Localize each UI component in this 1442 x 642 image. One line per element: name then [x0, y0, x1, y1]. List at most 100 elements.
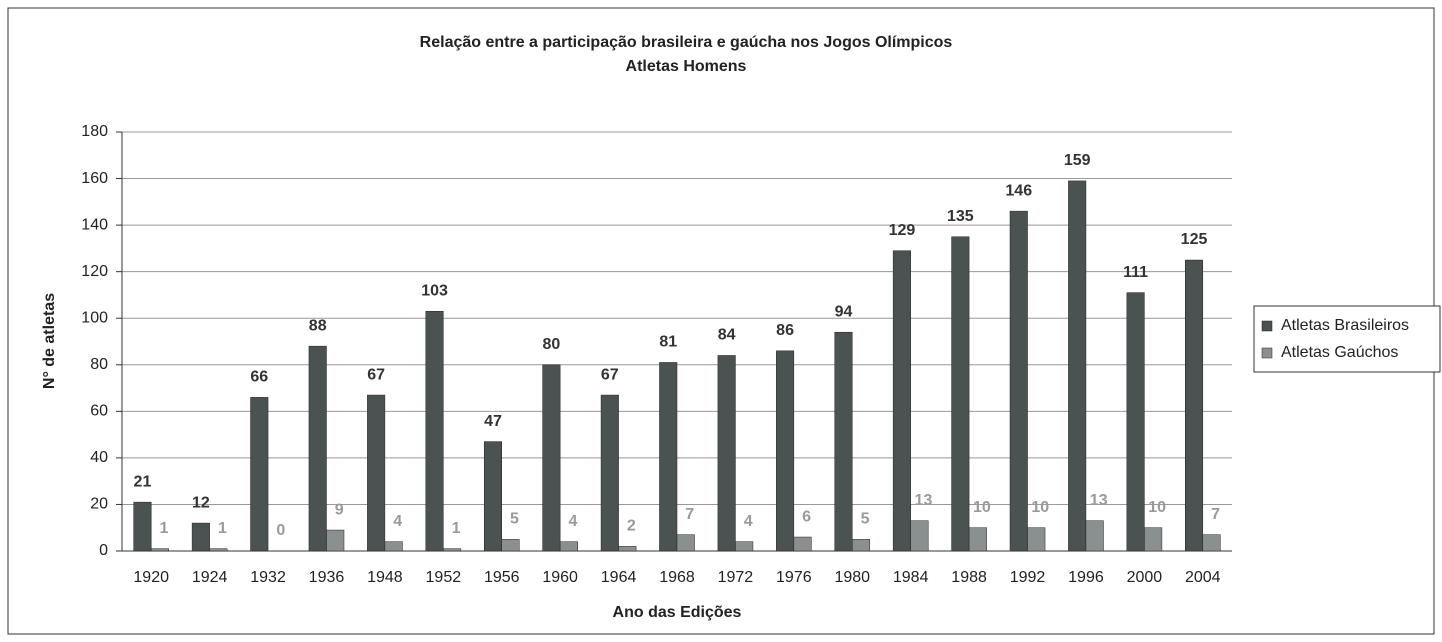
- data-label: 1: [452, 520, 461, 537]
- data-label: 7: [1211, 506, 1220, 523]
- y-tick-label: 80: [90, 356, 108, 373]
- bar: [852, 539, 871, 552]
- bar: [659, 362, 678, 552]
- bar: [1009, 210, 1028, 552]
- bar: [892, 250, 911, 552]
- data-label: 21: [134, 473, 152, 490]
- data-label: 66: [250, 369, 268, 386]
- bar: [1185, 259, 1204, 552]
- x-tick-label: 1932: [250, 569, 286, 586]
- legend-box: [1253, 305, 1441, 373]
- data-label: 4: [744, 513, 753, 530]
- x-tick-label: 1948: [367, 569, 403, 586]
- bar: [1085, 520, 1104, 552]
- bar: [250, 397, 269, 552]
- x-tick-label: 1972: [718, 569, 754, 586]
- bar: [968, 527, 987, 552]
- x-tick-label: 1960: [542, 569, 578, 586]
- data-label: 103: [421, 282, 448, 299]
- y-axis-label: N° de atletas: [41, 293, 58, 389]
- bar: [676, 534, 695, 552]
- data-label: 10: [973, 499, 991, 516]
- data-label: 67: [601, 366, 619, 383]
- bar: [600, 394, 619, 552]
- data-label: 159: [1064, 152, 1091, 169]
- x-tick-label: 1976: [776, 569, 812, 586]
- x-axis-label: Ano das Edições: [613, 604, 742, 621]
- data-label: 5: [861, 511, 870, 528]
- legend-swatch: [1261, 347, 1273, 359]
- bar: [735, 541, 754, 552]
- data-label: 12: [192, 494, 210, 511]
- bar: [1027, 527, 1046, 552]
- data-label: 129: [889, 222, 916, 239]
- bar: [1144, 527, 1163, 552]
- legend-label: Atletas Gaúchos: [1281, 344, 1398, 361]
- bar: [717, 355, 736, 552]
- data-label: 88: [309, 317, 327, 334]
- data-label: 13: [915, 492, 933, 509]
- x-tick-label: 1992: [1010, 569, 1046, 586]
- x-tick-label: 2000: [1127, 569, 1163, 586]
- y-tick-label: 160: [81, 170, 108, 187]
- bar: [1068, 180, 1087, 552]
- data-label: 135: [947, 208, 974, 225]
- x-tick-label: 1956: [484, 569, 520, 586]
- y-tick-label: 40: [90, 449, 108, 466]
- data-label: 2: [627, 518, 636, 535]
- data-label: 5: [510, 511, 519, 528]
- bar: [443, 548, 462, 552]
- bar: [425, 310, 444, 552]
- chart-title: Relação entre a participação brasileira …: [420, 34, 953, 51]
- y-tick-label: 120: [81, 263, 108, 280]
- x-tick-label: 1984: [893, 569, 929, 586]
- data-label: 47: [484, 413, 502, 430]
- bar: [951, 236, 970, 552]
- bar: [209, 548, 228, 552]
- bar: [133, 501, 152, 552]
- chart-subtitle: Atletas Homens: [626, 58, 747, 75]
- x-tick-label: 1920: [133, 569, 169, 586]
- y-tick-label: 180: [81, 123, 108, 140]
- data-label: 6: [802, 508, 811, 525]
- y-tick-label: 20: [90, 496, 108, 513]
- data-label: 125: [1181, 231, 1208, 248]
- y-tick-label: 100: [81, 309, 108, 326]
- bar: [384, 541, 403, 552]
- bar: [910, 520, 929, 552]
- data-label: 80: [542, 336, 560, 353]
- bar: [618, 546, 637, 552]
- data-label: 111: [1123, 264, 1148, 281]
- data-label: 4: [393, 513, 402, 530]
- data-label: 86: [776, 322, 794, 339]
- data-label: 94: [835, 303, 853, 320]
- data-label: 1: [160, 520, 169, 537]
- bar: [367, 394, 386, 552]
- x-tick-label: 1968: [659, 569, 695, 586]
- bar: [191, 522, 210, 552]
- x-tick-label: 1980: [834, 569, 870, 586]
- x-tick-label: 1964: [601, 569, 637, 586]
- bar: [834, 331, 853, 552]
- bar: [308, 345, 327, 552]
- data-label: 81: [659, 334, 677, 351]
- legend-label: Atletas Brasileiros: [1281, 317, 1409, 334]
- x-tick-label: 1936: [309, 569, 345, 586]
- bar: [559, 541, 578, 552]
- bar: [776, 350, 795, 552]
- bar: [542, 364, 561, 552]
- y-tick-label: 60: [90, 403, 108, 420]
- bar: [1202, 534, 1221, 552]
- bar: [150, 548, 169, 552]
- x-tick-label: 1924: [192, 569, 228, 586]
- x-tick-label: 1988: [951, 569, 987, 586]
- x-tick-label: 2004: [1185, 569, 1221, 586]
- data-label: 67: [367, 366, 385, 383]
- data-label: 9: [335, 501, 344, 518]
- data-label: 146: [1005, 182, 1032, 199]
- bar: [326, 529, 345, 552]
- data-label: 10: [1148, 499, 1166, 516]
- bar: [483, 441, 502, 552]
- data-label: 84: [718, 327, 736, 344]
